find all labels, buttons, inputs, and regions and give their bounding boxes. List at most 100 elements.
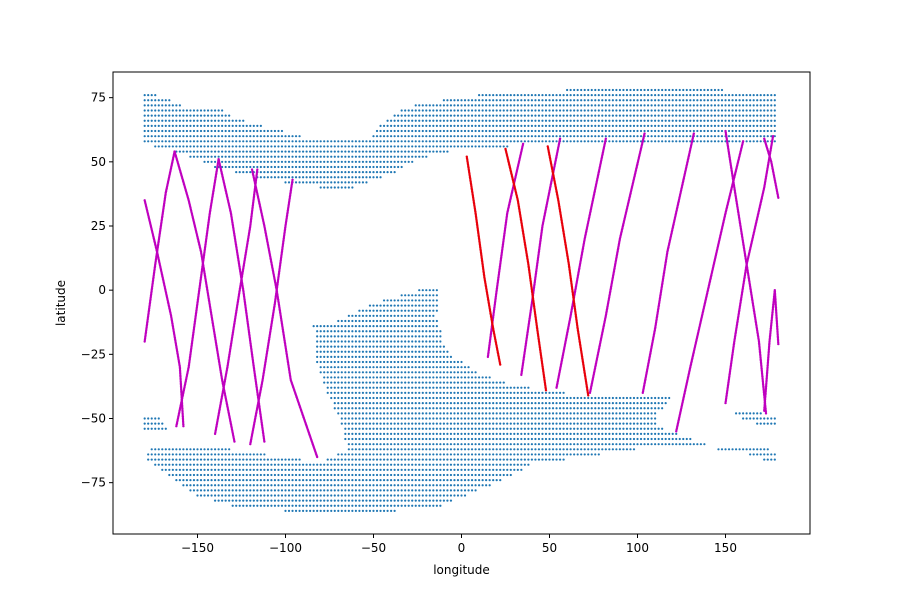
data-point: [562, 99, 565, 102]
data-point: [182, 135, 185, 138]
data-point: [646, 437, 650, 441]
data-point: [428, 129, 431, 133]
data-point: [488, 124, 491, 127]
data-point: [435, 417, 438, 420]
data-point: [263, 176, 266, 179]
data-point: [442, 479, 445, 482]
data-point: [365, 458, 368, 461]
data-point: [252, 489, 255, 492]
data-point: [397, 335, 400, 338]
data-point: [611, 140, 614, 143]
data-point: [527, 119, 530, 122]
data-point: [467, 458, 470, 461]
data-point: [323, 489, 326, 492]
data-point: [566, 109, 569, 112]
data-point: [734, 94, 738, 97]
data-point: [333, 504, 336, 507]
data-point: [224, 145, 227, 148]
data-point: [421, 386, 424, 389]
data-point: [632, 417, 636, 420]
data-point: [428, 376, 431, 379]
data-point: [301, 463, 305, 466]
data-point: [555, 422, 558, 425]
data-point: [478, 129, 481, 133]
data-point: [488, 135, 491, 138]
data-point: [558, 417, 562, 420]
data-point: [446, 484, 449, 487]
data-point: [622, 135, 625, 138]
data-point: [492, 391, 495, 394]
data-point: [590, 417, 593, 420]
data-point: [611, 109, 614, 112]
data-point: [488, 453, 491, 456]
data-point: [442, 371, 445, 374]
data-point: [256, 484, 259, 487]
data-point: [523, 129, 526, 133]
data-point: [404, 129, 407, 133]
data-point: [537, 417, 541, 420]
data-point: [478, 396, 481, 400]
data-point: [766, 422, 769, 425]
data-point: [569, 432, 572, 435]
data-point: [485, 468, 488, 471]
data-point: [333, 402, 336, 405]
data-point: [646, 396, 650, 400]
data-point: [147, 124, 150, 127]
data-point: [615, 407, 618, 410]
data-point: [576, 129, 579, 133]
data-point: [358, 391, 361, 394]
data-point: [425, 145, 428, 148]
data-point: [379, 360, 382, 364]
data-point: [456, 381, 460, 384]
data-point: [594, 99, 597, 102]
data-point: [435, 150, 438, 153]
data-point: [266, 165, 269, 169]
data-point: [175, 463, 178, 466]
data-point: [485, 124, 488, 127]
data-point: [710, 129, 713, 133]
data-point: [330, 345, 333, 348]
data-point: [397, 325, 400, 328]
data-point: [404, 396, 407, 400]
data-point: [319, 479, 322, 482]
data-point: [397, 407, 400, 410]
data-point: [326, 325, 329, 328]
data-point: [456, 99, 460, 102]
data-point: [390, 484, 393, 487]
data-point: [639, 99, 643, 102]
data-point: [664, 432, 667, 435]
data-point: [256, 468, 259, 471]
data-point: [178, 140, 181, 143]
data-point: [548, 432, 551, 435]
data-point: [228, 124, 231, 127]
data-point: [171, 145, 174, 148]
data-point: [150, 448, 153, 451]
data-point: [347, 381, 350, 384]
data-point: [375, 129, 379, 133]
data-point: [513, 443, 516, 446]
data-point: [407, 427, 410, 430]
data-point: [326, 489, 329, 492]
data-point: [418, 386, 421, 389]
data-point: [361, 396, 365, 400]
data-point: [400, 165, 403, 169]
data-point: [650, 109, 653, 112]
data-point: [661, 109, 664, 112]
data-point: [435, 140, 438, 143]
data-point: [375, 407, 379, 410]
data-point: [738, 94, 741, 97]
data-point: [463, 145, 467, 148]
data-point: [361, 504, 365, 507]
data-point: [502, 124, 505, 127]
data-point: [453, 109, 456, 112]
data-point: [530, 417, 534, 420]
data-point: [625, 407, 629, 410]
data-point: [400, 494, 403, 497]
data-point: [196, 129, 199, 133]
data-point: [615, 135, 618, 138]
data-point: [470, 396, 474, 400]
data-point: [421, 422, 424, 425]
data-point: [425, 124, 428, 127]
data-point: [734, 119, 738, 122]
data-point: [622, 417, 625, 420]
